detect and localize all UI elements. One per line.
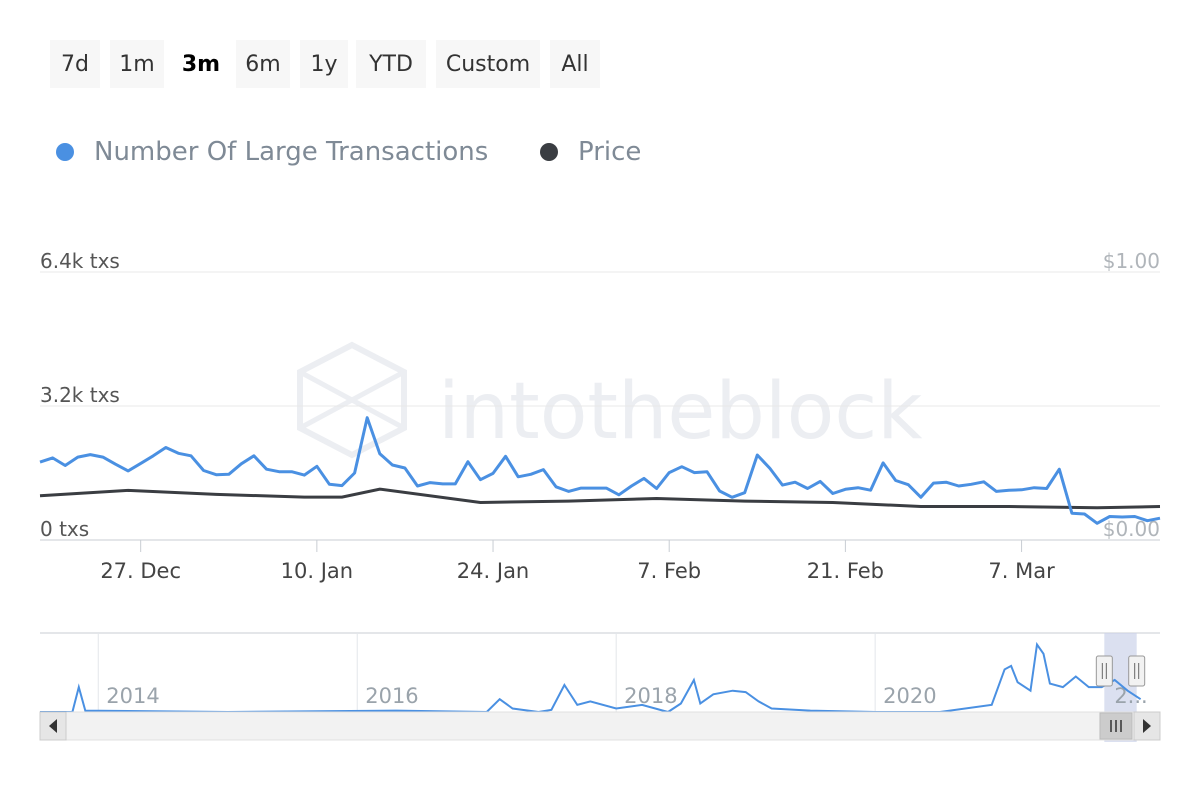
range-3m-button[interactable]: 3m: [174, 40, 228, 88]
series-line-transactions: [39, 416, 1161, 525]
range-7d-button[interactable]: 7d: [50, 40, 100, 88]
range-all-button[interactable]: All: [550, 40, 600, 88]
arrow-left-icon: [49, 719, 57, 733]
transactions-legend-dot: [56, 143, 74, 161]
navigator-handle[interactable]: [1095, 655, 1113, 687]
range-ytd-button[interactable]: YTD: [356, 40, 426, 88]
navigator-year-label: 2020: [883, 684, 936, 708]
x-tick-label: 7. Mar: [988, 559, 1055, 583]
y-left-tick-label: 3.2k txs: [40, 383, 120, 407]
navigator-handle[interactable]: [1128, 655, 1146, 687]
legend-label-price: Price: [578, 137, 642, 167]
x-tick-label: 7. Feb: [637, 559, 701, 583]
navigator-year-label: 2...: [1114, 684, 1147, 708]
x-tick-label: 27. Dec: [100, 559, 181, 583]
price-legend-dot: [540, 143, 558, 161]
x-tick-label: 10. Jan: [281, 559, 353, 583]
navigator-year-label: 2016: [365, 684, 418, 708]
legend-item-price[interactable]: Price: [540, 132, 641, 172]
navigator-year-label: 2014: [106, 684, 159, 708]
range-1m-button[interactable]: 1m: [110, 40, 164, 88]
navigator-series-line: [40, 641, 1142, 714]
y-left-tick-label: 6.4k txs: [40, 249, 120, 273]
x-tick-label: 21. Feb: [807, 559, 884, 583]
legend-item-transactions[interactable]: Number Of Large Transactions: [56, 132, 488, 172]
y-left-tick-label: 0 txs: [40, 517, 89, 541]
legend-label-transactions: Number Of Large Transactions: [94, 137, 489, 167]
range-custom-button[interactable]: Custom: [436, 40, 540, 88]
series-line-price: [39, 487, 1161, 510]
navigator-year-label: 2018: [624, 684, 677, 708]
range-1y-button[interactable]: 1y: [300, 40, 348, 88]
x-tick-label: 24. Jan: [457, 559, 529, 583]
watermark-text: intotheblock: [438, 367, 922, 457]
arrow-right-icon: [1143, 719, 1151, 733]
watermark-logo-icon: [297, 341, 407, 459]
y-right-tick-label: $1.00: [1103, 249, 1160, 273]
range-6m-button[interactable]: 6m: [236, 40, 290, 88]
scrollbar-track[interactable]: [39, 711, 1161, 741]
